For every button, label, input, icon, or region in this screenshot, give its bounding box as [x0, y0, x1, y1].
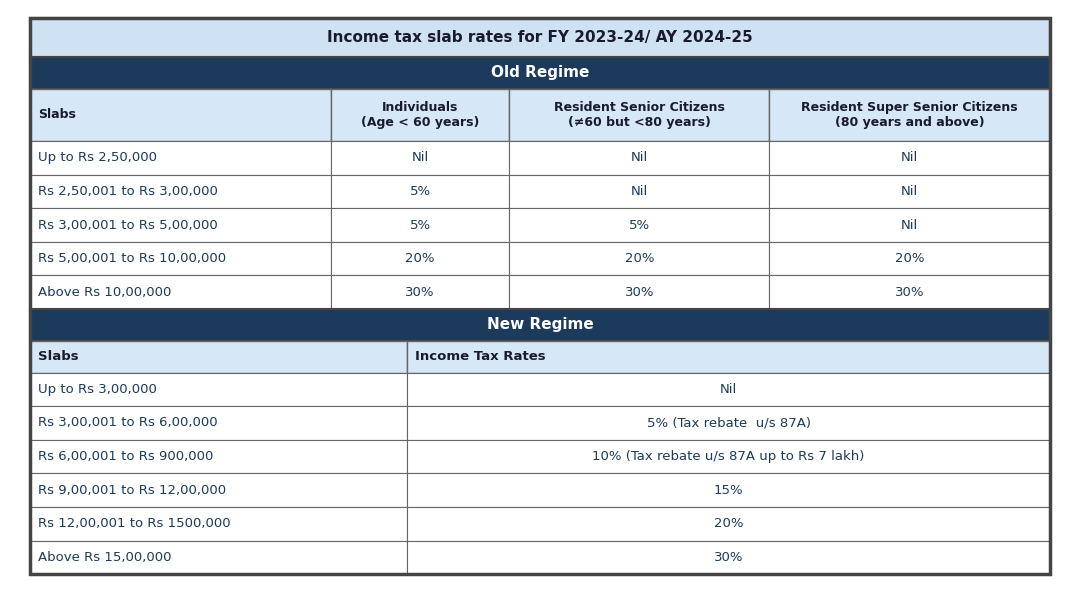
Bar: [30, 275, 330, 309]
Text: Rs 5,00,001 to Rs 10,00,000: Rs 5,00,001 to Rs 10,00,000: [38, 252, 227, 265]
Bar: [510, 175, 769, 208]
Text: Rs 2,50,001 to Rs 3,00,000: Rs 2,50,001 to Rs 3,00,000: [38, 185, 218, 198]
Bar: [510, 275, 769, 309]
Text: 5% (Tax rebate  u/s 87A): 5% (Tax rebate u/s 87A): [647, 417, 811, 429]
Bar: [769, 141, 1050, 175]
Bar: [30, 208, 330, 242]
Bar: [330, 275, 510, 309]
Bar: [330, 141, 510, 175]
Text: Above Rs 15,00,000: Above Rs 15,00,000: [38, 551, 172, 564]
Text: 30%: 30%: [714, 551, 743, 564]
Text: 20%: 20%: [405, 252, 435, 265]
Text: 20%: 20%: [714, 517, 743, 530]
Text: Rs 3,00,001 to Rs 6,00,000: Rs 3,00,001 to Rs 6,00,000: [38, 417, 218, 429]
Text: Up to Rs 3,00,000: Up to Rs 3,00,000: [38, 383, 157, 396]
Bar: [510, 208, 769, 242]
Bar: [30, 406, 407, 440]
Text: Nil: Nil: [901, 185, 918, 198]
Text: Nil: Nil: [720, 383, 738, 396]
Text: Slabs: Slabs: [38, 350, 79, 363]
Bar: [330, 175, 510, 208]
Bar: [30, 372, 407, 406]
Text: Nil: Nil: [411, 152, 429, 165]
Text: Rs 12,00,001 to Rs 1500,000: Rs 12,00,001 to Rs 1500,000: [38, 517, 231, 530]
Bar: [769, 89, 1050, 141]
Bar: [769, 208, 1050, 242]
Text: 30%: 30%: [624, 286, 654, 299]
Text: Individuals
(Age < 60 years): Individuals (Age < 60 years): [361, 101, 480, 129]
Bar: [30, 440, 407, 474]
Text: Nil: Nil: [631, 185, 648, 198]
Text: Above Rs 10,00,000: Above Rs 10,00,000: [38, 286, 172, 299]
Text: Up to Rs 2,50,000: Up to Rs 2,50,000: [38, 152, 158, 165]
Bar: [330, 89, 510, 141]
Text: Rs 3,00,001 to Rs 5,00,000: Rs 3,00,001 to Rs 5,00,000: [38, 218, 218, 231]
Bar: [510, 89, 769, 141]
Bar: [30, 540, 407, 574]
Bar: [30, 309, 1050, 341]
Bar: [330, 242, 510, 275]
Bar: [407, 474, 1050, 507]
Text: Rs 9,00,001 to Rs 12,00,000: Rs 9,00,001 to Rs 12,00,000: [38, 484, 227, 497]
Bar: [30, 341, 407, 372]
Text: 5%: 5%: [629, 218, 650, 231]
Bar: [330, 208, 510, 242]
Bar: [407, 440, 1050, 474]
Bar: [30, 175, 330, 208]
Text: 30%: 30%: [405, 286, 435, 299]
Bar: [30, 18, 1050, 57]
Text: 20%: 20%: [624, 252, 654, 265]
Bar: [407, 406, 1050, 440]
Text: 5%: 5%: [409, 218, 431, 231]
Text: Nil: Nil: [901, 218, 918, 231]
Text: Rs 6,00,001 to Rs 900,000: Rs 6,00,001 to Rs 900,000: [38, 450, 214, 463]
Bar: [30, 242, 330, 275]
Text: Resident Super Senior Citizens
(80 years and above): Resident Super Senior Citizens (80 years…: [801, 101, 1017, 129]
Text: Income tax slab rates for FY 2023-24/ AY 2024-25: Income tax slab rates for FY 2023-24/ AY…: [327, 30, 753, 45]
Bar: [510, 141, 769, 175]
Bar: [30, 141, 330, 175]
Bar: [407, 507, 1050, 540]
Bar: [407, 540, 1050, 574]
Bar: [30, 474, 407, 507]
Text: Nil: Nil: [631, 152, 648, 165]
Bar: [769, 275, 1050, 309]
Bar: [30, 57, 1050, 89]
Text: Old Regime: Old Regime: [490, 65, 590, 81]
Text: 10% (Tax rebate u/s 87A up to Rs 7 lakh): 10% (Tax rebate u/s 87A up to Rs 7 lakh): [593, 450, 865, 463]
Text: 5%: 5%: [409, 185, 431, 198]
Bar: [769, 242, 1050, 275]
Text: Nil: Nil: [901, 152, 918, 165]
Bar: [510, 242, 769, 275]
Text: 20%: 20%: [895, 252, 924, 265]
Bar: [407, 372, 1050, 406]
Text: 30%: 30%: [895, 286, 924, 299]
Text: 15%: 15%: [714, 484, 743, 497]
Text: Income Tax Rates: Income Tax Rates: [416, 350, 546, 363]
Bar: [407, 341, 1050, 372]
Bar: [30, 89, 330, 141]
Bar: [769, 175, 1050, 208]
Text: New Regime: New Regime: [487, 317, 593, 333]
Text: Slabs: Slabs: [38, 108, 76, 121]
Bar: [30, 507, 407, 540]
Text: Resident Senior Citizens
(≠60 but <80 years): Resident Senior Citizens (≠60 but <80 ye…: [554, 101, 725, 129]
